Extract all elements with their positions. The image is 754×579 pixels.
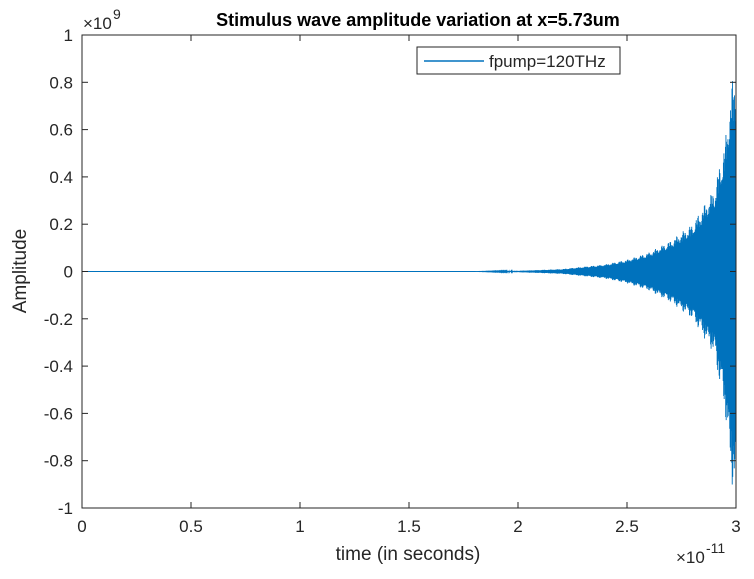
y-tick-label: 0 <box>64 263 73 282</box>
y-tick-label: -0.4 <box>44 357 73 376</box>
y-tick-label: 0.2 <box>49 215 73 234</box>
y-exponent-base: ×10 <box>83 14 112 33</box>
y-tick-label: -0.2 <box>44 310 73 329</box>
legend-label-fpump: fpump=120THz <box>489 52 606 71</box>
x-tick-label: 0 <box>77 517 86 536</box>
y-tick-label: 0.4 <box>49 168 73 187</box>
y-tick-label: -0.8 <box>44 452 73 471</box>
y-exponent-power: 9 <box>113 6 121 22</box>
y-axis-label: Amplitude <box>10 229 31 314</box>
x-tick-label: 1 <box>295 517 304 536</box>
x-tick-label: 2.5 <box>615 517 639 536</box>
series-layer <box>82 81 737 485</box>
y-tick-label: -1 <box>58 499 73 518</box>
series-line-fpump <box>82 81 737 485</box>
legend: fpump=120THz <box>416 46 621 75</box>
y-axis-exponent: ×10 9 <box>83 6 121 33</box>
x-exponent-base: ×10 <box>676 548 705 567</box>
y-tick-label: -0.6 <box>44 404 73 423</box>
x-tick-label: 2 <box>513 517 522 536</box>
y-tick-label: 0.6 <box>49 121 73 140</box>
x-axis-label: time (in seconds) <box>336 544 481 565</box>
x-tick-label: 3 <box>731 517 740 536</box>
chart-title: Stimulus wave amplitude variation at x=5… <box>216 10 620 30</box>
x-tick-label: 0.5 <box>179 517 203 536</box>
x-axis-exponent: ×10 -11 <box>676 540 725 567</box>
x-ticks: 0 0.5 1 1.5 2 2.5 3 <box>77 35 741 536</box>
x-tick-label: 1.5 <box>397 517 421 536</box>
y-ticks: -1 -0.8 -0.6 -0.4 -0.2 0 0.2 0.4 0.6 0.8 1 <box>44 26 736 518</box>
x-exponent-power: -11 <box>706 540 725 556</box>
y-tick-label: 0.8 <box>49 73 73 92</box>
y-tick-label: 1 <box>64 26 73 45</box>
